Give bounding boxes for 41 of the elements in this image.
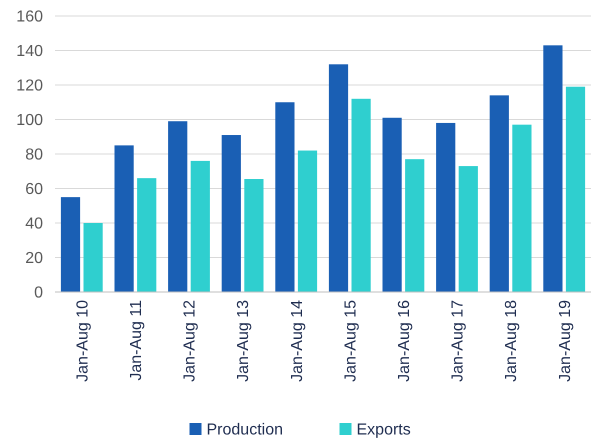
legend-label: Production <box>206 422 283 439</box>
x-tick-label: Jan-Aug 11 <box>128 300 145 381</box>
y-tick-label: 140 <box>16 43 44 60</box>
bar <box>83 223 103 292</box>
legend-label: Exports <box>356 422 411 439</box>
y-tick-label: 100 <box>16 112 44 130</box>
x-tick-label: Jan-Aug 18 <box>503 300 520 382</box>
bar <box>137 178 156 292</box>
y-tick-label: 120 <box>16 78 44 95</box>
x-tick-label: Jan-Aug 15 <box>342 300 360 382</box>
bar <box>566 86 586 292</box>
bar <box>458 166 478 292</box>
y-tick-label: 40 <box>25 216 44 233</box>
bar <box>222 135 241 292</box>
y-tick-label: 0 <box>34 284 44 302</box>
bar <box>275 102 295 292</box>
bar <box>168 121 188 292</box>
bar <box>512 124 532 292</box>
y-tick-label: 60 <box>25 181 44 198</box>
bar <box>244 179 264 292</box>
bar <box>351 98 371 292</box>
bar <box>60 197 80 292</box>
x-tick-label: Jan-Aug 14 <box>288 300 306 382</box>
x-tick-label: Jan-Aug 13 <box>235 300 252 382</box>
y-tick-label: 160 <box>16 8 44 26</box>
bar <box>114 145 134 292</box>
bar <box>382 118 402 292</box>
bar <box>436 122 456 292</box>
x-tick-label: Jan-Aug 10 <box>74 300 92 382</box>
bar <box>543 45 563 292</box>
x-tick-label: Jan-Aug 12 <box>182 300 199 382</box>
bar <box>190 160 210 292</box>
bar <box>328 64 348 292</box>
bar <box>405 159 424 292</box>
x-tick-label: Jan-Aug 16 <box>396 300 413 382</box>
y-tick-label: 80 <box>25 146 44 164</box>
bar <box>298 150 318 292</box>
x-tick-label: Jan-Aug 19 <box>556 300 574 382</box>
bar <box>490 95 509 292</box>
y-tick-label: 20 <box>25 250 44 268</box>
x-tick-label: Jan-Aug 17 <box>450 300 467 382</box>
